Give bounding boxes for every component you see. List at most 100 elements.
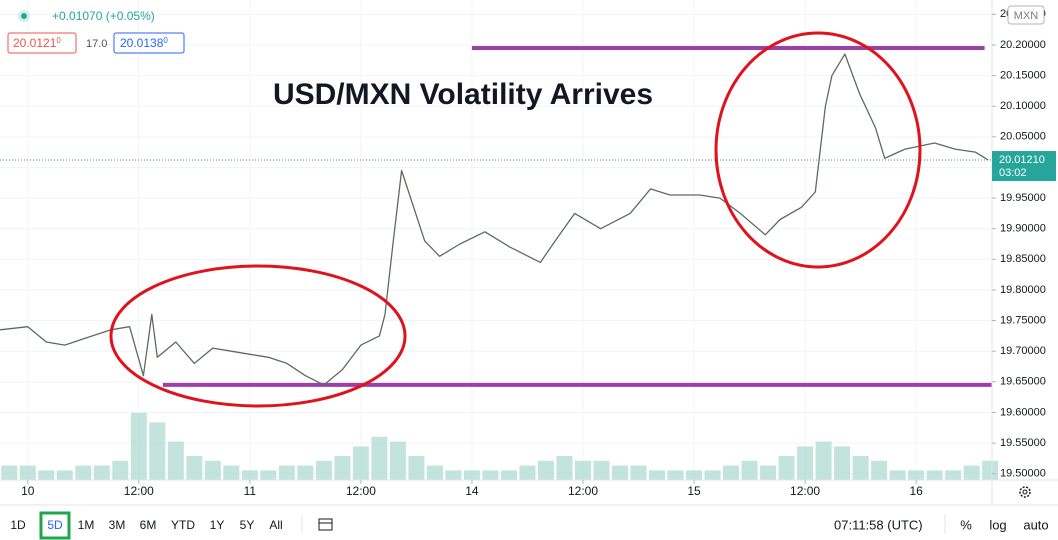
volume-bar bbox=[167, 441, 184, 480]
volume-bar bbox=[315, 460, 332, 480]
last-price-label: 20.01210 bbox=[999, 154, 1045, 166]
settings-icon[interactable] bbox=[1019, 486, 1031, 498]
volume-bar bbox=[593, 460, 610, 480]
volume-bar bbox=[463, 470, 480, 480]
settings-icon-core bbox=[1022, 489, 1028, 495]
volume-bar bbox=[963, 465, 980, 480]
volume-bar bbox=[130, 412, 147, 480]
volume-bar bbox=[260, 470, 277, 480]
volume-bar bbox=[704, 470, 721, 480]
currency: MXN bbox=[1014, 10, 1039, 22]
volume-bar bbox=[945, 470, 962, 480]
volume-bar bbox=[56, 470, 73, 480]
bid-main: 20.0121 bbox=[13, 36, 57, 50]
volume-bar bbox=[1, 465, 18, 480]
x-tick-label: 12:00 bbox=[346, 484, 376, 498]
volume-bar bbox=[519, 465, 536, 480]
volume-bar bbox=[908, 470, 925, 480]
volume-bar bbox=[760, 465, 777, 480]
bid-box[interactable] bbox=[7, 32, 77, 54]
volume-bar bbox=[75, 465, 92, 480]
range-button[interactable]: All bbox=[269, 518, 282, 532]
volume-bar bbox=[537, 460, 554, 480]
y-tick-label: 19.90000 bbox=[1000, 223, 1046, 235]
volume-bar bbox=[741, 460, 758, 480]
volume bbox=[1, 412, 999, 480]
scale-option[interactable]: % bbox=[960, 517, 972, 532]
volume-bar bbox=[204, 460, 221, 480]
range-button[interactable]: 5D bbox=[47, 518, 63, 532]
volume-bar bbox=[667, 470, 684, 480]
range-button[interactable]: 3M bbox=[109, 518, 126, 532]
volume-bar bbox=[426, 465, 443, 480]
volume-bar bbox=[686, 470, 703, 480]
volume-bar bbox=[297, 465, 314, 480]
currency-box[interactable] bbox=[1007, 5, 1045, 25]
volume-bar bbox=[278, 465, 295, 480]
bid-frac: 0 bbox=[56, 36, 61, 45]
volume-bar bbox=[445, 470, 462, 480]
volume-bar bbox=[112, 460, 129, 480]
range-button[interactable]: 6M bbox=[140, 518, 157, 532]
bid: 20.01210 bbox=[13, 36, 61, 50]
y-tick-label: 19.65000 bbox=[1000, 376, 1046, 388]
scale-option[interactable]: auto bbox=[1023, 517, 1048, 532]
levels bbox=[162, 46, 992, 387]
y-tick-label: 19.95000 bbox=[1000, 192, 1046, 204]
x-tick-label: 12:00 bbox=[790, 484, 820, 498]
y-tick-label: 19.60000 bbox=[1000, 406, 1046, 418]
x-tick-label: 12:00 bbox=[124, 484, 154, 498]
y-tick-label: 19.55000 bbox=[1000, 437, 1046, 449]
ask-box[interactable] bbox=[113, 32, 185, 54]
volume-bar bbox=[186, 456, 203, 480]
range-button[interactable]: 1M bbox=[78, 518, 95, 532]
price-line bbox=[0, 53, 989, 386]
x-tick-label: 16 bbox=[909, 484, 923, 498]
volume-bar bbox=[371, 436, 388, 480]
volume-bar bbox=[19, 465, 36, 480]
y-tick-label: 19.70000 bbox=[1000, 345, 1046, 357]
date-range-icon[interactable] bbox=[318, 518, 333, 531]
range-button[interactable]: YTD bbox=[171, 518, 195, 532]
volume-bar bbox=[500, 470, 517, 480]
ask-main: 20.0138 bbox=[120, 36, 164, 50]
volume-bar bbox=[38, 470, 55, 480]
volume-bar bbox=[926, 470, 943, 480]
grid bbox=[0, 0, 992, 480]
y-tick-label: 19.50000 bbox=[1000, 468, 1046, 480]
volume-bar bbox=[556, 456, 573, 480]
range-button[interactable]: 1D bbox=[10, 518, 26, 532]
volume-bar bbox=[797, 446, 814, 480]
toolbar: 1D 5D 1M 3M 6M YTD 1Y 5Y All% log auto bbox=[10, 511, 1049, 540]
y-tick-label: 20.10000 bbox=[1000, 100, 1046, 112]
volume-bar bbox=[389, 441, 406, 480]
range-selected bbox=[39, 511, 71, 540]
x-tick-label: 10 bbox=[21, 484, 35, 498]
y-tick-label: 19.85000 bbox=[1000, 253, 1046, 265]
volume-bar bbox=[982, 460, 999, 480]
change: +0.01070 (+0.05%) bbox=[52, 9, 155, 23]
y-tick-label: 19.80000 bbox=[1000, 284, 1046, 296]
volume-bar bbox=[241, 470, 258, 480]
x-axis: 10 12:00 11 12:00 14 12:00 15 12:00 16 bbox=[21, 480, 923, 498]
countdown: 03:02 bbox=[999, 167, 1027, 179]
volume-bar bbox=[871, 460, 888, 480]
range-button[interactable]: 1Y bbox=[210, 518, 225, 532]
y-tick-label: 20.15000 bbox=[1000, 69, 1046, 81]
volume-bar bbox=[149, 422, 166, 480]
ask: 20.01380 bbox=[120, 36, 168, 50]
range-button[interactable]: 5Y bbox=[240, 518, 255, 532]
volume-bar bbox=[630, 465, 647, 480]
volume-bar bbox=[223, 465, 240, 480]
volume-bar bbox=[723, 465, 740, 480]
y-tick-label: 20.20000 bbox=[1000, 39, 1046, 51]
highlight-ellipse bbox=[109, 264, 407, 408]
price bbox=[0, 53, 992, 386]
volume-bar bbox=[93, 465, 110, 480]
volume-bar bbox=[352, 446, 369, 480]
y-tick-label: 20.05000 bbox=[1000, 131, 1046, 143]
volume-bar bbox=[778, 456, 795, 480]
spread: 17.0 bbox=[86, 38, 107, 50]
volume-bar bbox=[334, 456, 351, 480]
scale-option[interactable]: log bbox=[989, 517, 1006, 532]
